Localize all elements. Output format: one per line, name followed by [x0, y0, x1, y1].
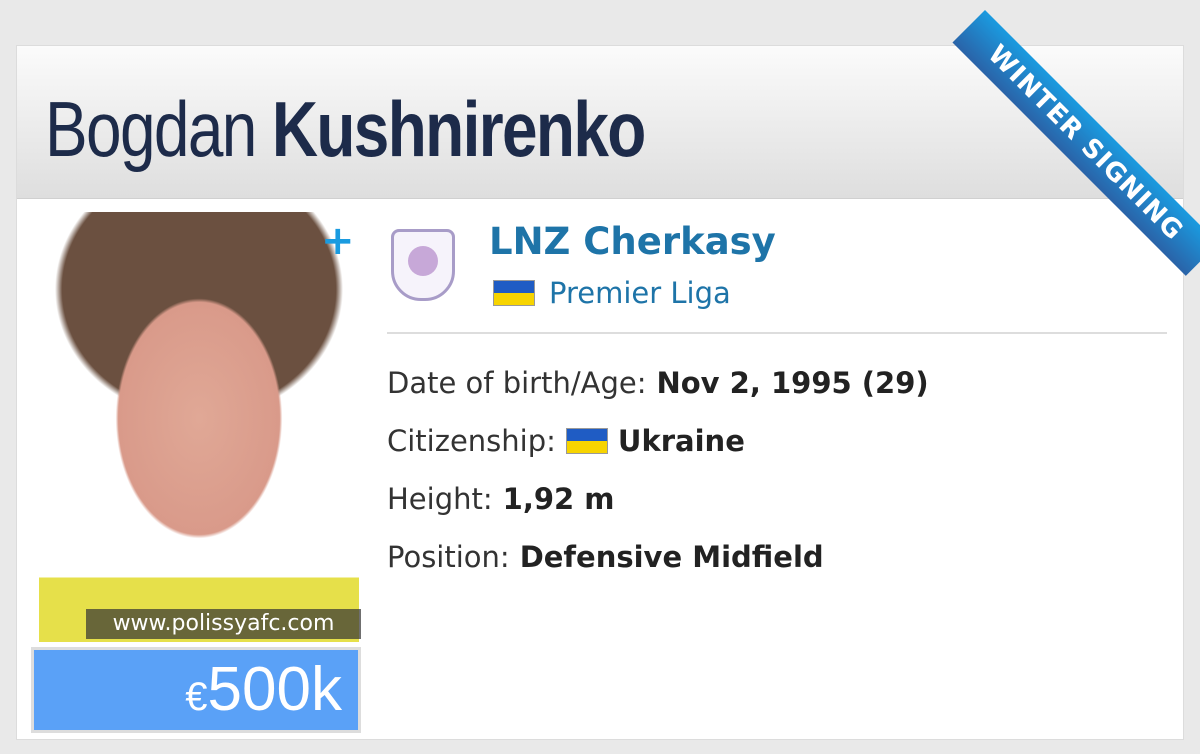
detail-citizenship: Citizenship: Ukraine: [387, 424, 745, 458]
detail-height: Height: 1,92 m: [387, 482, 615, 516]
market-value[interactable]: €500k: [31, 647, 361, 733]
player-name: Bogdan Kushnirenko: [45, 85, 646, 173]
league-link[interactable]: Premier Liga: [493, 276, 731, 310]
detail-position: Position: Defensive Midfield: [387, 540, 824, 574]
photo-credit: www.polissyafc.com: [86, 609, 361, 639]
add-icon[interactable]: +: [321, 218, 355, 264]
divider: [387, 332, 1167, 334]
player-card: Bogdan Kushnirenko www.polissyafc.com €5…: [16, 45, 1184, 740]
ukraine-flag-icon: [493, 280, 535, 306]
club-name-link[interactable]: LNZ Cherkasy: [489, 220, 776, 263]
club-crest-icon[interactable]: [391, 229, 455, 301]
ukraine-flag-icon: [565, 428, 608, 454]
detail-dob: Date of birth/Age: Nov 2, 1995 (29): [387, 366, 929, 400]
player-photo: [39, 212, 359, 642]
